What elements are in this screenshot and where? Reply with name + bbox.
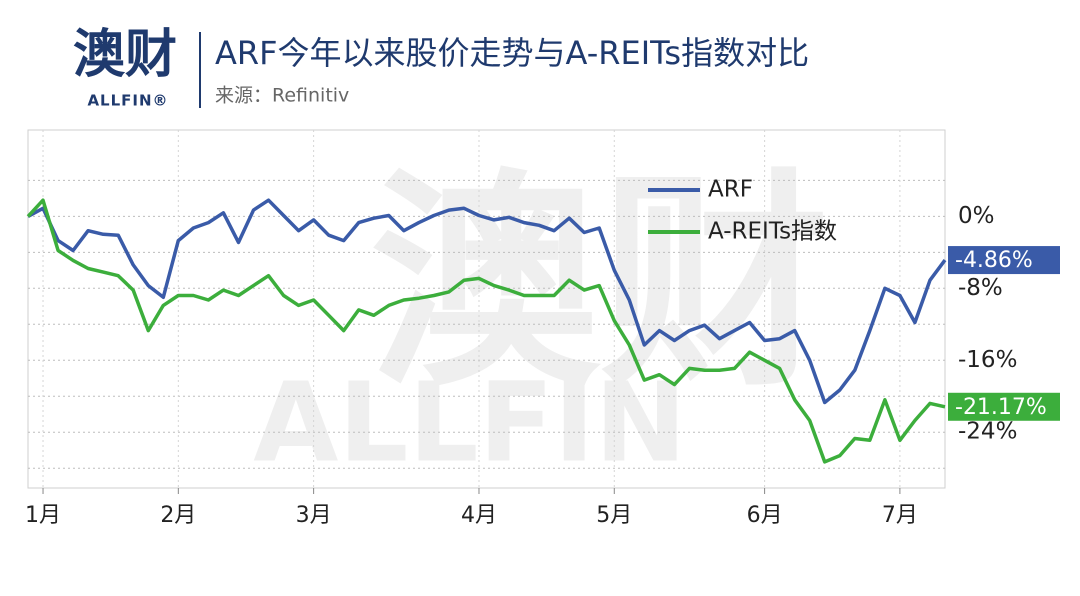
x-tick-label: 2月 [160, 503, 196, 528]
y-tick-label: -24% [958, 419, 1017, 445]
y-tick-label: 0% [958, 203, 995, 229]
last-value-box [948, 392, 1060, 421]
x-tick-label: 1月 [25, 503, 61, 528]
legend-label: A-REITs指数 [708, 219, 837, 245]
x-tick-label: 6月 [747, 503, 783, 528]
x-tick-label: 5月 [596, 503, 632, 528]
x-tick-label: 4月 [461, 503, 497, 528]
y-tick-label: -8% [958, 275, 1003, 301]
series-line [26, 198, 946, 464]
x-tick-label: 7月 [882, 503, 918, 528]
watermark-sub: ALLFIN [253, 358, 686, 486]
chart-title: ARF今年以来股价走势与A-REITs指数对比 [215, 34, 809, 72]
last-value-label: -4.86% [955, 248, 1033, 273]
last-value-box [948, 246, 1060, 275]
x-tick-label: 3月 [296, 503, 332, 528]
y-tick-label: -16% [958, 347, 1017, 373]
chart-subtitle: 来源：Refinitiv [215, 85, 349, 107]
logo-sub: ALLFIN® [87, 92, 168, 110]
legend-label: ARF [708, 177, 753, 203]
last-value-label: -21.17% [955, 395, 1047, 420]
plot-frame [27, 129, 946, 489]
series-line [27, 198, 947, 405]
logo: 澳财 [73, 25, 177, 85]
